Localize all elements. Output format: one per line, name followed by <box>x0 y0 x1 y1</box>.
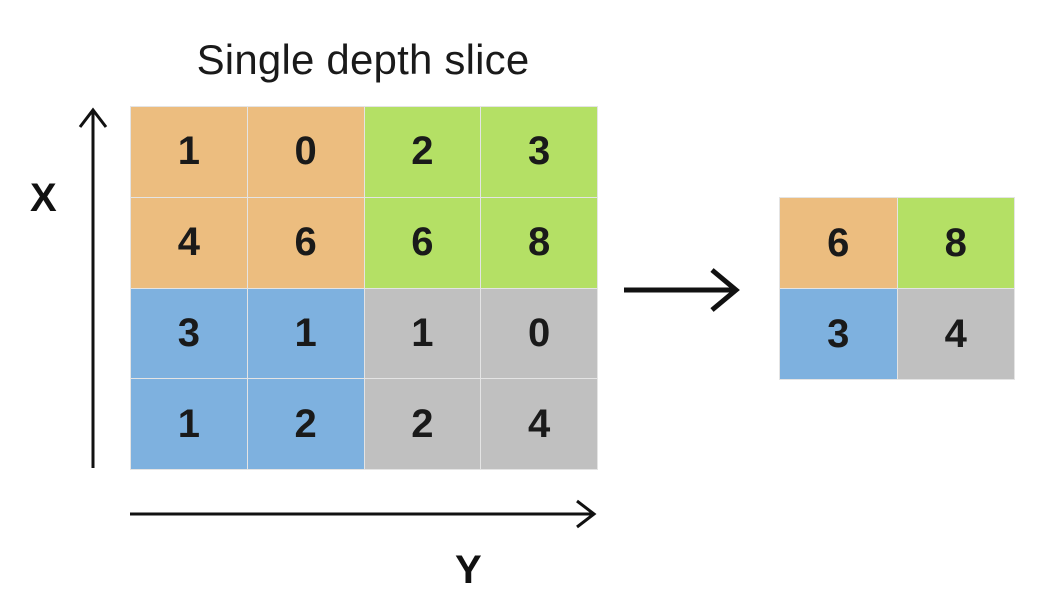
y-axis-label: Y <box>455 548 482 592</box>
input-cell-r2-c1: 4 <box>131 197 247 288</box>
input-cell-r1-c1: 1 <box>131 107 247 197</box>
x-axis-label: X <box>30 176 57 220</box>
output-cell-r1-c2: 8 <box>897 198 1014 288</box>
pooling-arrow <box>624 268 740 312</box>
diagram-title: Single depth slice <box>196 36 530 83</box>
input-cell-r1-c3: 2 <box>364 107 481 197</box>
input-cell-r4-c3: 2 <box>364 379 481 469</box>
output-cell-r2-c1: 3 <box>780 289 897 379</box>
input-cell-r4-c2: 2 <box>247 379 364 469</box>
input-cell-r3-c2: 1 <box>247 288 364 379</box>
input-cell-r3-c4: 0 <box>481 288 597 379</box>
y-axis-arrow <box>130 499 597 529</box>
input-cell-r4-c4: 4 <box>481 379 597 469</box>
input-cell-r4-c1: 1 <box>131 379 247 469</box>
output-cell-r2-c2: 4 <box>897 289 1014 379</box>
input-cell-r2-c4: 8 <box>481 197 597 288</box>
input-cell-r1-c4: 3 <box>481 107 597 197</box>
input-cell-r3-c1: 3 <box>131 288 247 379</box>
output-cell-r1-c1: 6 <box>780 198 897 288</box>
input-cell-r3-c3: 1 <box>364 288 481 379</box>
input-cell-r1-c2: 0 <box>247 107 364 197</box>
input-cell-r2-c2: 6 <box>247 197 364 288</box>
x-axis-arrow <box>78 107 108 468</box>
input-cell-r2-c3: 6 <box>364 197 481 288</box>
